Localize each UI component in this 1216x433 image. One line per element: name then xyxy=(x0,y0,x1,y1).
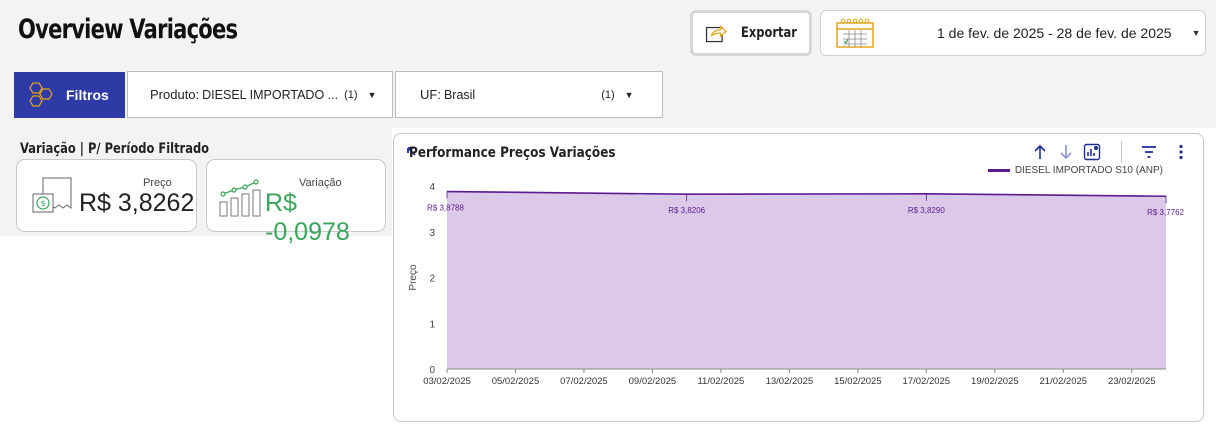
chevron-down-icon: ▼ xyxy=(367,89,377,100)
chart-panel: 0 1 2 3 4 Preço R$ 3,8788 R$ 3,8206 R$ 3,8290 R$ … xyxy=(393,133,1204,422)
svg-text:$: $ xyxy=(40,199,45,208)
x-tick-label: 21/02/2025 xyxy=(1040,376,1088,387)
produto-dropdown[interactable]: Produto: DIESEL IMPORTADO ... (1) ▼ xyxy=(127,71,393,118)
kpi-section-title: Variação | P/ Período Filtrado xyxy=(20,141,210,157)
data-label: R$ 3,8788 xyxy=(427,204,464,213)
y-tick-label: 1 xyxy=(429,319,435,330)
legend-swatch xyxy=(987,169,1010,172)
variation-card: Variação R$ -0,0978 xyxy=(206,159,386,246)
more-icon[interactable] xyxy=(1171,142,1191,162)
uf-count: (1) xyxy=(601,88,615,101)
uf-value: Brasil xyxy=(443,87,476,102)
y-tick-label: 0 xyxy=(429,365,435,376)
variation-value: R$ -0,0978 xyxy=(265,189,350,246)
chart-title: Performance Preços Variações xyxy=(409,145,616,161)
price-area-chart: 0 1 2 3 4 Preço R$ 3,8788 R$ 3,8206 R$ 3,8290 R$ … xyxy=(408,182,1185,387)
price-card: $ Preço R$ 3,8262 xyxy=(16,159,197,232)
price-caption: Preço xyxy=(143,177,172,189)
produto-key: Produto: xyxy=(150,87,200,102)
x-tick-label: 05/02/2025 xyxy=(492,376,540,387)
variation-caption: Variação xyxy=(299,177,342,189)
export-button[interactable]: Exportar xyxy=(690,10,812,56)
data-label: R$ 3,7762 xyxy=(1147,208,1184,217)
produto-value: DIESEL IMPORTADO ... xyxy=(202,87,339,102)
data-label: R$ 3,8290 xyxy=(908,206,945,215)
calendar-icon xyxy=(836,18,874,48)
receipt-money-icon: $ xyxy=(32,177,72,213)
expand-icon[interactable] xyxy=(407,147,417,157)
x-tick-label: 09/02/2025 xyxy=(629,376,677,387)
data-label: R$ 3,8206 xyxy=(668,206,705,215)
y-axis-label: Preço xyxy=(408,264,419,291)
filter-network-icon xyxy=(29,82,53,107)
sort-down-icon[interactable] xyxy=(1056,142,1076,162)
x-tick-label: 19/02/2025 xyxy=(971,376,1019,387)
uf-dropdown[interactable]: UF: Brasil (1) ▼ xyxy=(395,71,663,118)
date-range-label: 1 de fev. de 2025 - 28 de fev. de 2025 xyxy=(937,25,1172,41)
x-tick-label: 07/02/2025 xyxy=(560,376,608,387)
x-tick-label: 11/02/2025 xyxy=(697,376,744,387)
export-label: Exportar xyxy=(740,25,797,41)
x-tick-label: 15/02/2025 xyxy=(834,376,882,387)
filters-button[interactable]: Filtros xyxy=(14,72,125,118)
price-value: R$ 3,8262 xyxy=(79,189,195,217)
filter-icon[interactable] xyxy=(1139,142,1159,162)
bar-growth-icon xyxy=(219,179,261,217)
x-tick-label: 13/02/2025 xyxy=(766,376,814,387)
date-range-picker[interactable]: 1 de fev. de 2025 - 28 de fev. de 2025 ▼ xyxy=(820,10,1206,56)
chevron-down-icon: ▼ xyxy=(1191,28,1201,38)
legend-label: DIESEL IMPORTADO S10 (ANP) xyxy=(1014,165,1163,176)
chevron-down-icon: ▼ xyxy=(624,89,634,100)
share-icon xyxy=(705,25,727,43)
x-tick-label: 17/02/2025 xyxy=(903,376,951,387)
filters-label: Filtros xyxy=(66,87,109,103)
chart-type-icon[interactable] xyxy=(1082,142,1102,162)
x-tick-label: 03/02/2025 xyxy=(423,376,471,387)
chart-legend: DIESEL IMPORTADO S10 (ANP) xyxy=(987,165,1163,176)
y-tick-label: 2 xyxy=(429,274,435,285)
produto-count: (1) xyxy=(344,88,358,101)
series-area xyxy=(447,191,1166,369)
page-title: Overview Variações xyxy=(18,14,238,45)
x-tick-label: 23/02/2025 xyxy=(1108,376,1156,387)
uf-key: UF: xyxy=(420,87,441,102)
sort-up-icon[interactable] xyxy=(1030,142,1050,162)
series-line xyxy=(446,190,1167,198)
y-tick-label: 3 xyxy=(429,228,435,239)
toolbar-divider xyxy=(1121,141,1122,163)
y-tick-label: 4 xyxy=(429,182,435,193)
